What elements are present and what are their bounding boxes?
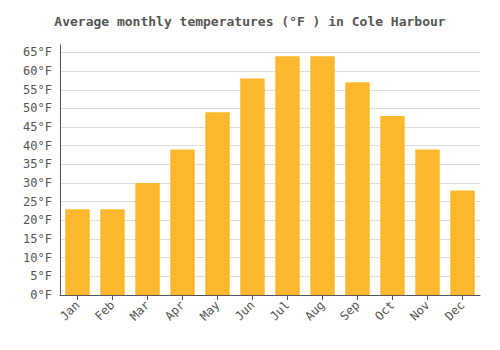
svg-text:Jun: Jun (232, 298, 257, 323)
svg-text:15°F: 15°F (23, 232, 52, 246)
svg-text:Aug: Aug (302, 298, 327, 323)
svg-text:Mar: Mar (127, 298, 152, 323)
svg-text:40°F: 40°F (23, 139, 52, 153)
svg-text:55°F: 55°F (23, 83, 52, 97)
svg-text:25°F: 25°F (23, 195, 52, 209)
svg-text:Sep: Sep (337, 298, 362, 323)
svg-text:Jul: Jul (267, 298, 292, 323)
svg-text:Apr: Apr (162, 298, 187, 323)
svg-text:May: May (197, 298, 222, 323)
svg-text:65°F: 65°F (23, 45, 52, 59)
svg-text:30°F: 30°F (23, 176, 52, 190)
svg-text:Jan: Jan (57, 298, 82, 323)
svg-text:45°F: 45°F (23, 120, 52, 134)
svg-text:10°F: 10°F (23, 251, 52, 265)
svg-text:35°F: 35°F (23, 157, 52, 171)
svg-text:Dec: Dec (442, 298, 467, 323)
svg-text:5°F: 5°F (30, 269, 52, 283)
svg-text:60°F: 60°F (23, 64, 52, 78)
svg-text:20°F: 20°F (23, 213, 52, 227)
svg-text:Feb: Feb (92, 298, 117, 323)
svg-text:50°F: 50°F (23, 101, 52, 115)
svg-text:Average monthly temperatures (: Average monthly temperatures (°F ) in Co… (54, 14, 446, 29)
svg-text:0°F: 0°F (30, 288, 52, 302)
svg-text:Nov: Nov (407, 298, 432, 323)
svg-text:Oct: Oct (372, 298, 397, 323)
